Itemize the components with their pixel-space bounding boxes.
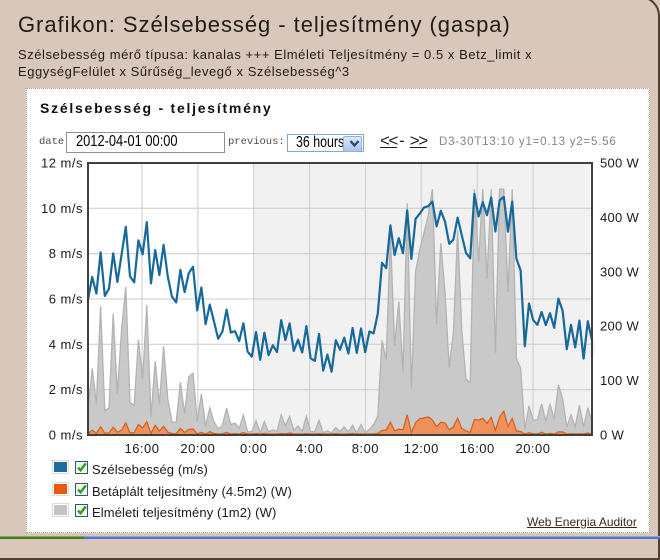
svg-text:20:00: 20:00 <box>180 441 215 456</box>
svg-text:0:00: 0:00 <box>240 441 267 456</box>
svg-text:200 W: 200 W <box>600 319 640 334</box>
svg-text:0 m/s: 0 m/s <box>49 428 83 443</box>
svg-text:500 W: 500 W <box>600 156 640 171</box>
svg-text:4:00: 4:00 <box>296 441 323 456</box>
svg-text:2 m/s: 2 m/s <box>49 382 83 397</box>
svg-text:4 m/s: 4 m/s <box>49 337 83 352</box>
svg-text:10 m/s: 10 m/s <box>41 201 83 216</box>
svg-text:8:00: 8:00 <box>352 441 379 456</box>
svg-text:400 W: 400 W <box>600 210 640 225</box>
svg-text:300 W: 300 W <box>600 264 640 279</box>
svg-text:12:00: 12:00 <box>404 441 439 456</box>
svg-text:12 m/s: 12 m/s <box>41 156 83 171</box>
svg-text:16:00: 16:00 <box>124 441 159 456</box>
svg-text:16:00: 16:00 <box>460 441 495 456</box>
svg-text:6 m/s: 6 m/s <box>49 292 83 307</box>
svg-text:100 W: 100 W <box>600 373 640 388</box>
svg-text:20:00: 20:00 <box>515 441 550 456</box>
svg-text:0 W: 0 W <box>600 428 624 443</box>
svg-text:8 m/s: 8 m/s <box>49 246 83 261</box>
